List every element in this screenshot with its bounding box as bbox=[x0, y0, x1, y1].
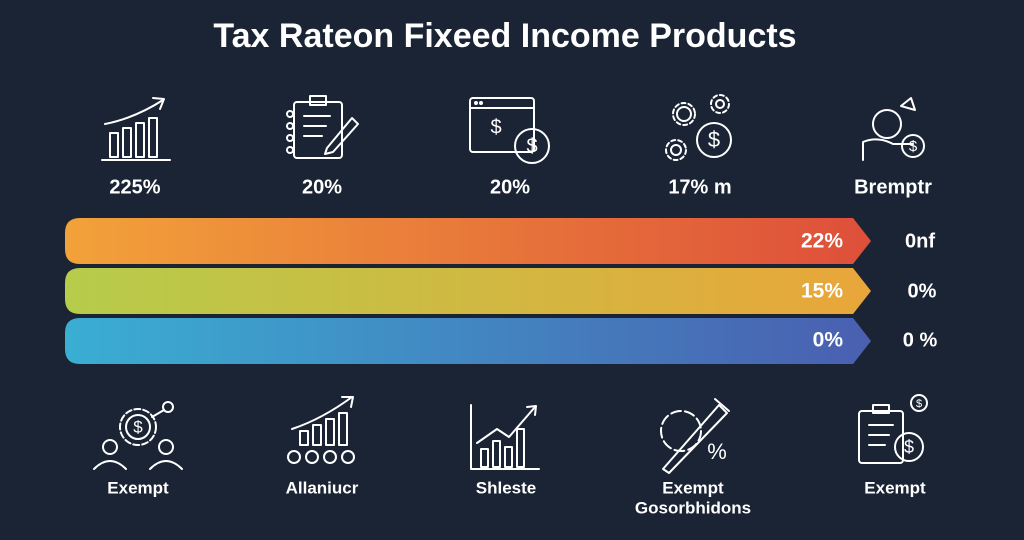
bottom-label: Exempt bbox=[662, 478, 724, 497]
icon-growth-chart bbox=[101, 97, 171, 161]
bar-label: 0% bbox=[813, 329, 844, 352]
top-label: 20% bbox=[490, 176, 530, 198]
side-label: 0nf bbox=[905, 230, 935, 252]
side-label: 0 % bbox=[903, 329, 938, 351]
bar-label: 15% bbox=[801, 280, 843, 303]
icon-glyph: $ bbox=[708, 127, 720, 152]
rate-bar bbox=[65, 268, 871, 314]
icon-people-chart bbox=[287, 396, 355, 464]
icon-glyph: $ bbox=[526, 135, 537, 157]
top-label: Bremptr bbox=[854, 176, 932, 198]
icon-chart bbox=[470, 404, 540, 470]
top-label: 20% bbox=[302, 176, 342, 198]
side-label: 0% bbox=[908, 280, 937, 302]
rate-bar bbox=[65, 218, 871, 264]
icon-hand-money: $ bbox=[862, 97, 925, 161]
bottom-label: Exempt bbox=[107, 478, 169, 497]
bottom-label: Shleste bbox=[476, 478, 536, 497]
bottom-label: Allaniucr bbox=[286, 478, 359, 497]
icon-clipboard-money: $ $ bbox=[858, 394, 928, 464]
icon-glyph: $ bbox=[904, 437, 914, 457]
top-label: 17% m bbox=[668, 176, 731, 198]
icon-glyph: $ bbox=[909, 138, 918, 155]
icon-glyph: $ bbox=[490, 116, 501, 138]
bar-label: 22% bbox=[801, 230, 843, 253]
icon-glyph: $ bbox=[133, 417, 143, 436]
top-label: 225% bbox=[109, 176, 160, 198]
icon-pen-percent: % bbox=[660, 398, 730, 474]
icon-clipboard bbox=[286, 95, 359, 159]
icon-people-gear: $ bbox=[93, 401, 183, 470]
title: Tax Rateon Fixeed Income Products bbox=[213, 17, 796, 55]
icon-glyph: $ bbox=[916, 398, 922, 410]
rate-bar bbox=[65, 318, 871, 364]
bottom-label: Gosorbhidons bbox=[635, 498, 751, 517]
icon-browser-money: $ $ bbox=[469, 97, 550, 164]
icon-glyph: % bbox=[707, 439, 727, 464]
bottom-label: Exempt bbox=[864, 478, 926, 497]
icon-gears-money: $ bbox=[665, 94, 732, 161]
